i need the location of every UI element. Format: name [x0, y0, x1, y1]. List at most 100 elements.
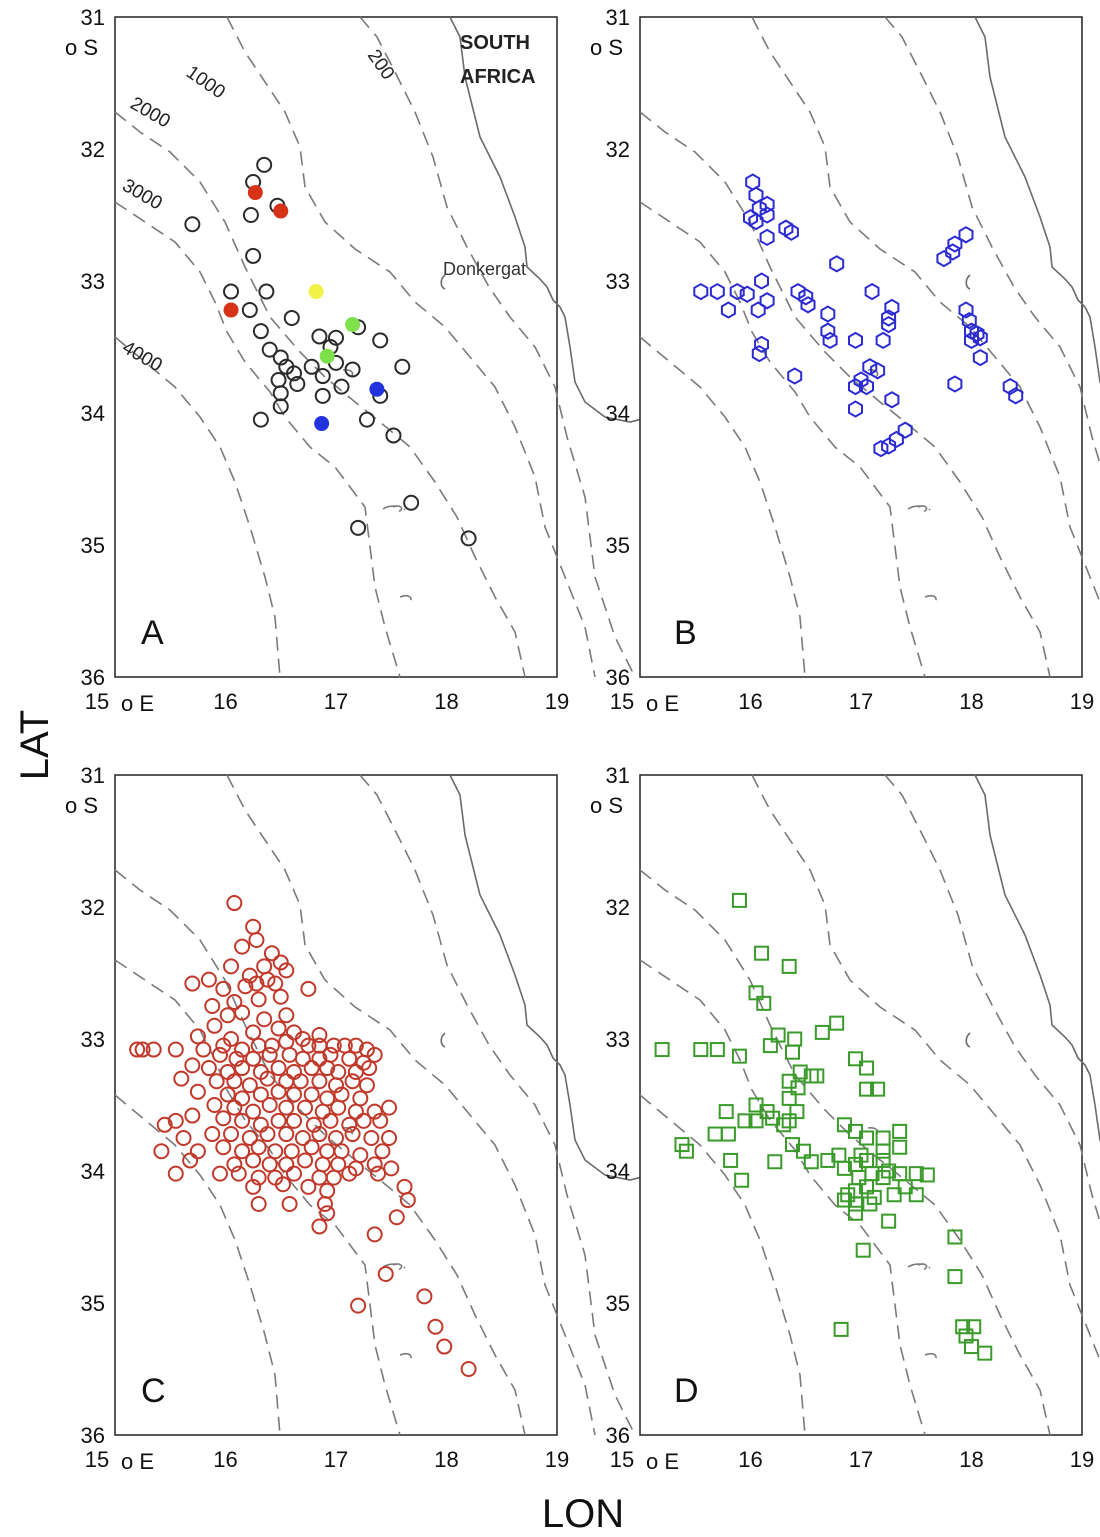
data-point — [195, 1041, 212, 1058]
panel-d: D — [639, 774, 1100, 1436]
data-point — [259, 971, 276, 988]
lat-unit-label: o S — [65, 793, 98, 818]
data-point — [369, 1165, 386, 1182]
data-point — [377, 1265, 394, 1282]
points-layer — [693, 173, 1024, 458]
data-point — [234, 938, 251, 955]
data-point — [241, 1077, 258, 1094]
data-point — [311, 328, 328, 345]
data-point — [355, 1112, 372, 1129]
data-point — [709, 1042, 725, 1058]
data-point — [383, 1160, 400, 1177]
data-point — [759, 228, 775, 247]
panel-frame — [639, 774, 1083, 1436]
data-point — [245, 1178, 262, 1195]
data-point — [897, 421, 913, 439]
data-point — [223, 958, 240, 975]
data-point — [330, 1099, 347, 1116]
data-point — [250, 1169, 267, 1186]
data-point — [881, 315, 897, 334]
data-point — [403, 494, 420, 511]
data-point — [427, 1318, 444, 1335]
data-point — [237, 978, 254, 995]
panel-frame — [114, 16, 558, 678]
data-point — [245, 1024, 262, 1041]
data-point — [189, 1143, 206, 1160]
lat-tick-label: 36 — [81, 1423, 105, 1448]
data-point — [388, 1209, 405, 1226]
panel-letter: C — [141, 1372, 166, 1410]
lat-tick-label: 36 — [606, 1423, 630, 1448]
data-point — [308, 284, 324, 300]
lon-tick-label: 18 — [959, 1447, 983, 1472]
data-point — [241, 302, 258, 319]
data-point — [175, 1130, 192, 1146]
data-point — [945, 243, 961, 261]
lat-unit-label: o S — [65, 35, 98, 60]
data-point — [829, 255, 845, 273]
data-point — [289, 375, 306, 392]
data-point — [319, 348, 335, 364]
data-point — [184, 1107, 201, 1124]
data-point — [228, 1050, 245, 1067]
data-point — [252, 411, 269, 428]
data-point — [167, 1112, 184, 1129]
data-point — [718, 1104, 734, 1120]
data-point — [156, 1116, 173, 1133]
data-point — [278, 1156, 295, 1173]
data-point — [219, 1007, 236, 1024]
lon-unit-label: o E — [121, 1449, 154, 1474]
data-point — [234, 1060, 251, 1077]
data-point — [261, 1156, 278, 1173]
points-layer — [129, 895, 477, 1377]
data-point — [731, 1048, 747, 1064]
country-label-2: AFRICA — [460, 66, 536, 88]
data-point — [283, 309, 300, 326]
data-point — [234, 1143, 251, 1160]
data-point — [345, 317, 361, 333]
data-point — [416, 1288, 433, 1305]
data-point — [248, 975, 265, 992]
data-point — [347, 1037, 364, 1054]
data-point — [859, 1179, 875, 1195]
data-point — [355, 1054, 372, 1071]
lon-tick-label: 18 — [434, 689, 458, 714]
data-point — [270, 1083, 287, 1100]
data-point — [272, 954, 289, 971]
data-point — [273, 203, 289, 219]
data-point — [892, 1123, 908, 1139]
data-point — [739, 285, 755, 303]
data-point — [259, 1126, 276, 1143]
data-point — [848, 377, 863, 396]
data-point — [372, 332, 389, 349]
data-point — [278, 1099, 295, 1116]
lat-tick-label: 31 — [606, 5, 630, 30]
data-point — [219, 1086, 236, 1103]
data-point — [319, 1060, 336, 1077]
lat-tick-label: 34 — [81, 1159, 105, 1184]
data-point — [314, 416, 330, 432]
data-point — [305, 1116, 322, 1133]
data-point — [776, 1117, 792, 1133]
y-axis-title: LAT — [13, 710, 57, 780]
data-point — [258, 283, 275, 300]
data-point — [184, 1057, 201, 1074]
data-point — [297, 1099, 314, 1116]
lon-tick-label: 17 — [324, 689, 348, 714]
data-point — [737, 1113, 753, 1129]
data-point — [947, 375, 963, 393]
data-point — [223, 283, 240, 300]
data-point — [840, 1187, 856, 1203]
lat-tick-label: 31 — [81, 5, 105, 30]
lon-unit-label: o E — [121, 691, 154, 716]
data-point — [245, 1152, 262, 1169]
data-point — [366, 1156, 383, 1173]
data-point — [184, 975, 201, 992]
data-point — [847, 1196, 863, 1212]
data-point — [286, 365, 303, 382]
data-point — [272, 349, 289, 366]
lat-tick-label: 31 — [81, 763, 105, 788]
data-point — [363, 1130, 380, 1146]
data-point — [252, 323, 269, 340]
